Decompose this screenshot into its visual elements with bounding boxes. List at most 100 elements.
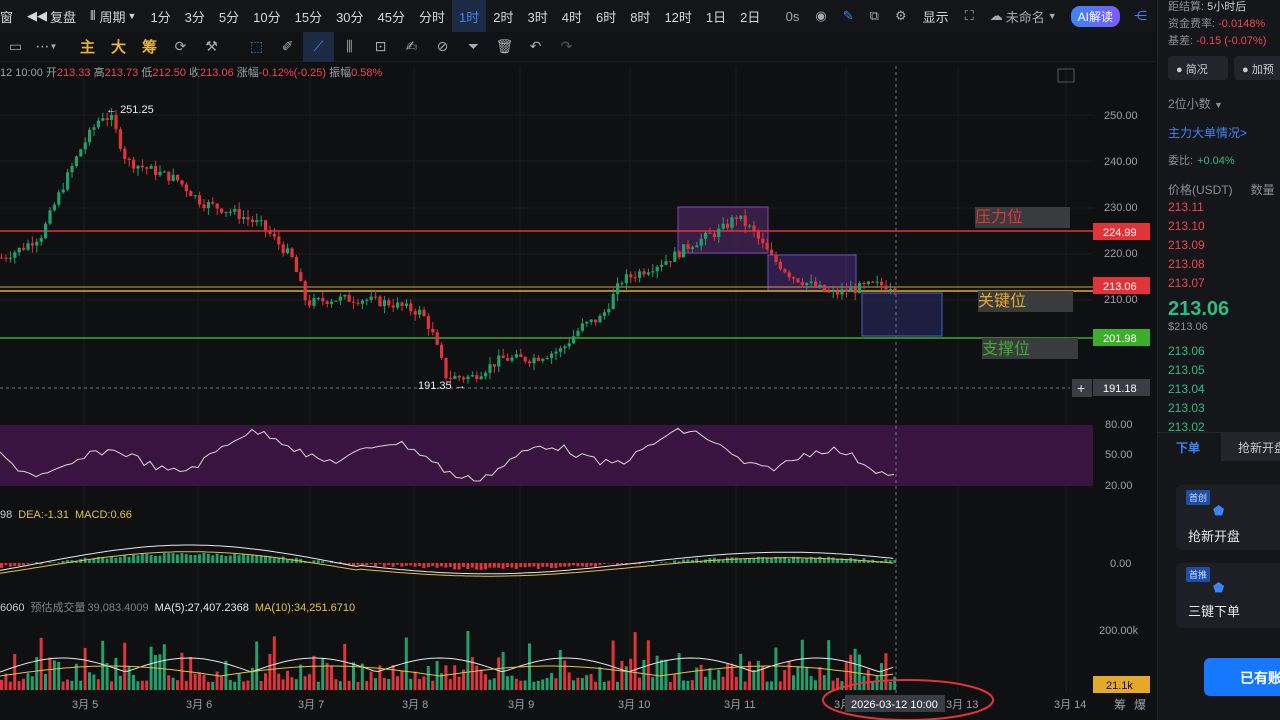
undo-icon[interactable]: ↶	[529, 38, 542, 54]
volume-bar	[506, 676, 509, 690]
big-orders-link[interactable]: 主力大单情况>	[1168, 124, 1247, 141]
tab-grab[interactable]: 抢新开盘	[1221, 433, 1280, 461]
candle	[189, 191, 193, 197]
feature-card-1[interactable]: 首创 ⬟ 抢新开盘	[1176, 485, 1280, 550]
cloud-button[interactable]: ☁ 未命名 ▼	[989, 8, 1057, 25]
timeframe-10[interactable]: 3时	[527, 9, 548, 25]
bid-row[interactable]: 213.06	[1168, 344, 1205, 358]
pen-icon[interactable]: ✎	[842, 8, 854, 23]
ruler-icon[interactable]: ✐	[281, 38, 294, 54]
ask-row[interactable]: 213.10	[1168, 219, 1205, 233]
bid-row[interactable]: 213.05	[1168, 363, 1205, 377]
ask-row[interactable]: 213.11	[1168, 200, 1204, 214]
filter-icon[interactable]: ⏷	[467, 38, 480, 54]
trash-icon[interactable]: 🗑	[495, 38, 514, 54]
chip-toggle[interactable]: 筹	[141, 39, 157, 56]
big-order-toggle[interactable]: 大	[110, 39, 126, 56]
timeframe-5[interactable]: 30分	[336, 9, 364, 25]
volume-bar	[523, 680, 527, 690]
timeframe-0[interactable]: 1分	[150, 9, 171, 25]
timeframe-2[interactable]: 5分	[218, 9, 240, 25]
bid-row[interactable]: 213.04	[1168, 382, 1205, 396]
redo-icon[interactable]: ↷	[560, 38, 573, 54]
feature-card-2[interactable]: 首推 ⬟ 三键下单	[1176, 563, 1280, 628]
decimals-select[interactable]: 2位小数 ▼	[1168, 95, 1223, 112]
bolt-icon: ⬟	[1213, 580, 1225, 595]
volume-bar	[712, 679, 716, 690]
timeframe-13[interactable]: 8时	[630, 9, 651, 25]
refresh-icon[interactable]: ⟳	[174, 38, 187, 54]
tools-icon[interactable]: ⚒	[205, 38, 218, 54]
candle	[726, 223, 730, 228]
cursor-icon[interactable]: ⬚	[249, 38, 264, 54]
bid-row[interactable]: 213.02	[1168, 420, 1205, 434]
timeframe-12[interactable]: 6时	[595, 9, 617, 25]
ai-button[interactable]: AI解读	[1070, 5, 1120, 27]
main-indicator-toggle[interactable]: 主	[79, 39, 95, 56]
fullscreen-icon[interactable]: ⛶	[964, 8, 974, 23]
timeframe-15[interactable]: 1日	[705, 9, 727, 25]
candle	[629, 274, 633, 278]
timeframe-16[interactable]: 2日	[740, 9, 761, 25]
tab-order[interactable]: 下单	[1176, 441, 1201, 455]
candle	[651, 271, 655, 273]
settings-icon[interactable]: ⚙	[894, 8, 907, 23]
magnet-icon[interactable]: ⊘	[436, 38, 449, 54]
volume-bar	[778, 681, 782, 690]
ask-row[interactable]: 213.09	[1168, 238, 1205, 252]
period-button[interactable]: ⫴ 周期 ▼	[90, 8, 137, 25]
timeframe-3[interactable]: 10分	[253, 9, 281, 25]
macd-bar	[858, 560, 861, 563]
pred-label: 预估成交量	[30, 600, 85, 614]
timeframe-8[interactable]: 1时	[452, 0, 487, 32]
volume-bar	[92, 674, 96, 690]
share-icon[interactable]: ⋲	[1134, 8, 1147, 23]
volume-bar	[404, 637, 408, 690]
candle	[171, 174, 175, 181]
timeframe-11[interactable]: 4时	[561, 9, 582, 25]
cursor-price-tag	[1093, 379, 1150, 396]
volume-bar	[673, 673, 677, 690]
y-tick: 250.00	[1104, 110, 1138, 122]
candle	[409, 303, 413, 312]
timeframe-1[interactable]: 3分	[184, 9, 205, 25]
bars-icon[interactable]: ⫼	[346, 38, 353, 54]
crosshair-time: 2026-03-12 10:00	[851, 699, 938, 711]
replay-button[interactable]: ◀◀ 复盘	[27, 8, 77, 25]
rsi-tick-20: 20.00	[1105, 480, 1133, 492]
note-icon[interactable]: ✍	[405, 38, 418, 54]
timeframe-4[interactable]: 15分	[294, 9, 323, 25]
macd-bar	[550, 563, 553, 569]
timeframe-7[interactable]: 分时	[419, 9, 446, 25]
window-icon[interactable]: ⧉	[869, 8, 879, 23]
volume-bar	[4, 673, 8, 690]
trendline-icon[interactable]: ⟋	[303, 31, 334, 62]
candle	[330, 301, 334, 305]
camera-icon[interactable]: ◉	[815, 8, 827, 23]
add-level-button[interactable]	[1072, 379, 1092, 397]
summary-tab[interactable]: ● 简况	[1168, 56, 1228, 80]
macd-bar	[611, 563, 615, 564]
macd-bar	[303, 561, 307, 563]
display-button[interactable]: 显示	[922, 9, 949, 25]
more-icon[interactable]: ⋯ ▼	[35, 38, 58, 54]
timeframe-9[interactable]: 2时	[493, 9, 514, 25]
account-button[interactable]: 已有账	[1204, 658, 1280, 696]
volume-bar	[497, 657, 501, 690]
resistance-label: 压力位	[975, 208, 1023, 226]
add-tab[interactable]: ● 加预	[1234, 56, 1280, 80]
candle	[224, 211, 228, 213]
timeframe-14[interactable]: 12时	[664, 9, 692, 25]
lock-icon[interactable]: ⊡	[374, 38, 387, 54]
volume-bar	[594, 681, 597, 690]
bid-row[interactable]: 213.03	[1168, 401, 1205, 415]
macd-bar	[308, 561, 311, 563]
price-chart[interactable]: 压力位 关键位 支撑位 ← 251.25 191.35 → 250.00 240.…	[0, 0, 1155, 720]
ask-row[interactable]: 213.08	[1168, 257, 1205, 271]
candle	[237, 208, 241, 219]
window-menu[interactable]: 窗	[0, 9, 14, 25]
rectangle-icon[interactable]: ▭	[8, 38, 23, 54]
ask-row[interactable]: 213.07	[1168, 276, 1205, 290]
timeframe-6[interactable]: 45分	[377, 9, 406, 25]
expand-icon[interactable]	[1057, 68, 1075, 83]
